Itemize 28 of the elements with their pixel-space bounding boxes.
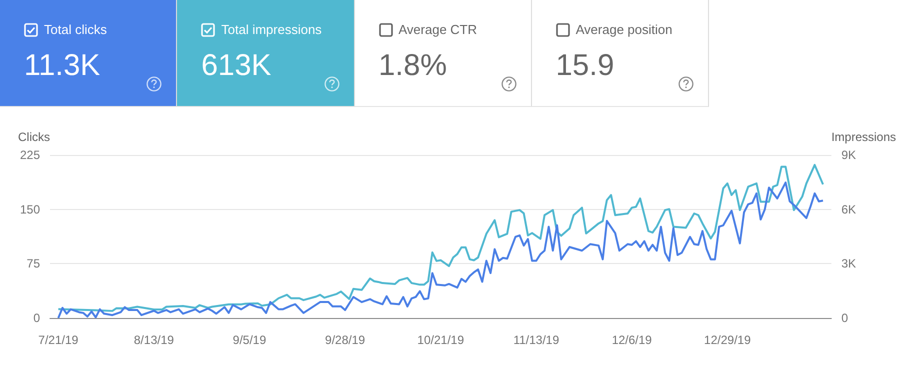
y2-axis-title: Impressions (831, 130, 896, 144)
y-tick-label: 75 (26, 256, 40, 271)
x-tick-label: 12/6/19 (612, 333, 652, 347)
text: 1.8% (378, 49, 447, 82)
x-tick-label: 7/21/19 (38, 333, 79, 347)
x-tick-label: 9/28/19 (325, 333, 366, 347)
category-label: Average position (576, 22, 672, 37)
x-tick-label: 9/5/19 (232, 333, 266, 347)
y2-tick-label: 9K (841, 148, 856, 162)
category-label: Total impressions (221, 22, 322, 37)
x-tick-label: 10/21/19 (417, 333, 464, 347)
y-tick-label: 150 (20, 202, 40, 216)
line-series (57, 164, 824, 312)
y-tick-label: 0 (33, 311, 40, 325)
category-label: Average CTR (398, 22, 478, 37)
text: 613K (201, 49, 272, 82)
y-axis-title: Clicks (18, 130, 50, 144)
y2-tick-label: 3K (841, 256, 856, 271)
x-tick-label: 11/13/19 (513, 333, 560, 347)
y-tick-label: 225 (20, 148, 40, 162)
y2-tick-label: 6K (841, 202, 856, 216)
x-tick-label: 8/13/19 (134, 333, 174, 347)
text: 11.3K (24, 49, 100, 82)
x-tick-label: 12/29/19 (704, 333, 752, 347)
line-series (57, 182, 824, 319)
category-label: Total clicks (44, 22, 107, 37)
text: 15.9 (556, 49, 614, 82)
y2-tick-label: 0 (841, 311, 848, 325)
